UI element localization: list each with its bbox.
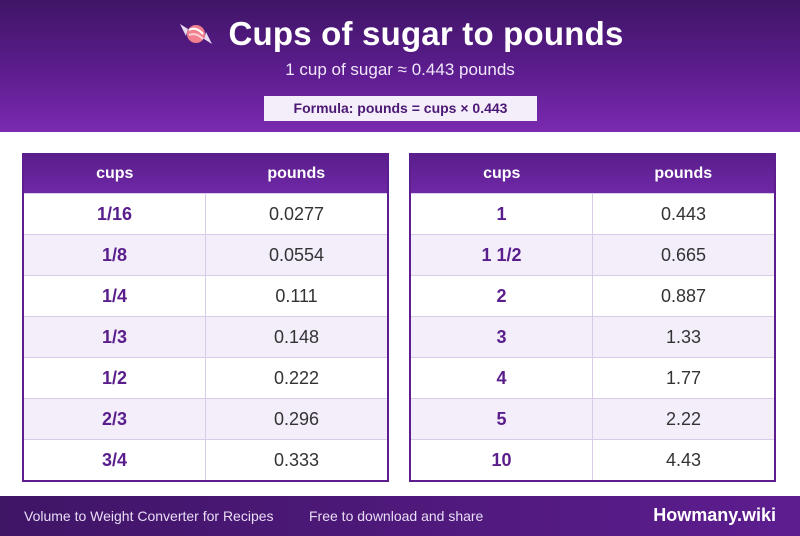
pounds-cell: 1.77 [665, 367, 702, 388]
pounds-cell: 0.0277 [268, 203, 325, 224]
pounds-cell: 0.0554 [268, 244, 325, 265]
table-row: 1/8 0.0554 [24, 234, 387, 275]
column-header-pounds: pounds [267, 165, 326, 182]
cups-cell: 1/4 [24, 276, 206, 316]
column-header-pounds: pounds [654, 165, 713, 182]
pounds-cell: 0.222 [273, 367, 320, 388]
table-row: 10 4.43 [411, 439, 774, 480]
footer: Volume to Weight Converter for Recipes F… [0, 496, 800, 536]
column-header-cups: cups [483, 165, 521, 182]
cups-cell: 1/16 [24, 194, 206, 234]
pounds-cell: 0.443 [660, 203, 707, 224]
pounds-cell: 1.33 [665, 326, 702, 347]
cups-cell: 1 1/2 [411, 235, 593, 275]
candy-icon [180, 24, 213, 44]
table-row: 1/2 0.222 [24, 357, 387, 398]
cups-cell: 3/4 [24, 440, 206, 480]
cups-cell: 2 [411, 276, 593, 316]
footer-tagline: Volume to Weight Converter for Recipes [24, 508, 274, 524]
table-row: 2 0.887 [411, 275, 774, 316]
pounds-cell: 0.887 [660, 285, 707, 306]
table-row: 1 1/2 0.665 [411, 234, 774, 275]
cups-cell: 3 [411, 317, 593, 357]
brand-link[interactable]: Howmany.wiki [653, 505, 776, 525]
pounds-cell: 4.43 [665, 449, 702, 470]
table-row: 2/3 0.296 [24, 398, 387, 439]
cups-cell: 1/2 [24, 358, 206, 398]
pounds-cell: 0.296 [273, 408, 320, 429]
header: Cups of sugar to pounds 1 cup of sugar ≈… [0, 0, 800, 132]
pounds-cell: 0.148 [273, 326, 320, 347]
formula-badge: Formula: pounds = cups × 0.443 [264, 96, 537, 121]
title-row: Cups of sugar to pounds [0, 14, 800, 54]
cups-cell: 5 [411, 399, 593, 439]
conversion-table-left: cups pounds 1/16 0.0277 1/8 0.0554 1/4 0… [22, 153, 389, 482]
table-row: 1/3 0.148 [24, 316, 387, 357]
table-row: 4 1.77 [411, 357, 774, 398]
pounds-cell: 0.665 [660, 244, 707, 265]
table-row: 3 1.33 [411, 316, 774, 357]
conversion-table-right: cups pounds 1 0.443 1 1/2 0.665 2 0.887 … [409, 153, 776, 482]
table-row: 3/4 0.333 [24, 439, 387, 480]
cups-cell: 4 [411, 358, 593, 398]
column-header-cups: cups [96, 165, 134, 182]
table-row: 5 2.22 [411, 398, 774, 439]
cups-cell: 1 [411, 194, 593, 234]
table-header: cups pounds [411, 155, 774, 193]
pounds-cell: 2.22 [665, 408, 702, 429]
cups-cell: 1/3 [24, 317, 206, 357]
table-row: 1/16 0.0277 [24, 193, 387, 234]
table-row: 1/4 0.111 [24, 275, 387, 316]
page-title: Cups of sugar to pounds [228, 15, 624, 52]
pounds-cell: 0.333 [273, 449, 320, 470]
cups-cell: 10 [411, 440, 593, 480]
footer-note: Free to download and share [309, 508, 484, 524]
subtitle: 1 cup of sugar ≈ 0.443 pounds [285, 60, 515, 79]
table-header: cups pounds [24, 155, 387, 193]
table-row: 1 0.443 [411, 193, 774, 234]
pounds-cell: 0.111 [275, 285, 318, 306]
cups-cell: 1/8 [24, 235, 206, 275]
cups-cell: 2/3 [24, 399, 206, 439]
